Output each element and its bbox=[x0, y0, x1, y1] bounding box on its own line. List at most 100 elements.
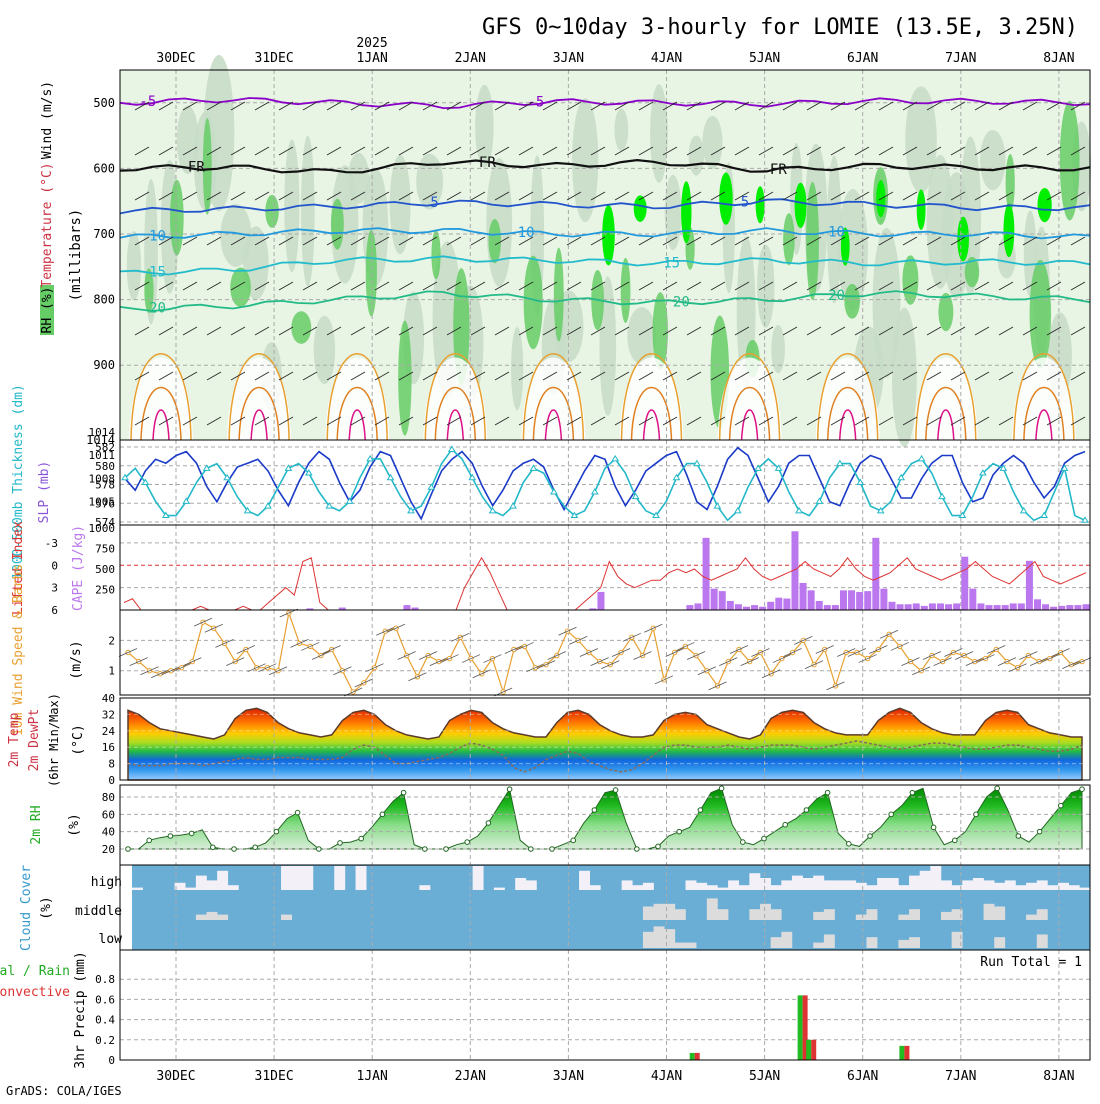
wind-barb bbox=[182, 281, 198, 291]
dry-dome bbox=[227, 357, 292, 440]
cloud-cell-high bbox=[930, 866, 942, 890]
wind-barb bbox=[638, 146, 654, 156]
isotherm-label: 5 bbox=[741, 194, 749, 210]
wind-barb bbox=[518, 416, 534, 426]
wind-barb bbox=[278, 146, 294, 156]
wind-barb bbox=[954, 651, 974, 660]
wind-barb bbox=[446, 146, 462, 156]
thickness-tick: 574 bbox=[95, 516, 115, 529]
wind-barb bbox=[422, 326, 438, 336]
wind-barb bbox=[206, 416, 222, 426]
cape-bar bbox=[1074, 605, 1082, 610]
isotherm-25 bbox=[816, 353, 879, 441]
wind-barb bbox=[806, 416, 822, 426]
wind-barb bbox=[518, 236, 534, 246]
wind-barb bbox=[662, 146, 678, 156]
thickness-tick: 582 bbox=[95, 441, 115, 454]
rh-patch-high bbox=[652, 292, 668, 370]
wind-barb bbox=[922, 651, 942, 660]
wind-barb bbox=[758, 326, 774, 336]
wind-barb bbox=[974, 191, 990, 201]
precip-tick: 0.6 bbox=[95, 993, 115, 1006]
thickness-marker bbox=[202, 464, 211, 471]
wind-barb bbox=[869, 645, 888, 654]
wind-barb bbox=[614, 236, 630, 246]
wind-barb bbox=[926, 326, 942, 336]
wind-barb bbox=[710, 281, 726, 291]
wind-barb bbox=[974, 146, 990, 156]
cloud-cell-middle bbox=[217, 914, 229, 920]
cloud-units-label: (%) bbox=[39, 896, 54, 919]
wind-barb bbox=[997, 657, 1017, 666]
wind-barb bbox=[268, 666, 288, 676]
cape-bar bbox=[718, 591, 726, 610]
cape-bar bbox=[726, 600, 734, 610]
wind-barb bbox=[470, 236, 486, 246]
rh-marker bbox=[1079, 786, 1085, 793]
wind-barb bbox=[638, 371, 654, 381]
cloud-cell-high bbox=[898, 885, 910, 890]
wind-barb bbox=[350, 236, 366, 246]
wind-barb bbox=[782, 281, 798, 291]
wind-barb bbox=[614, 191, 630, 201]
wind-barb bbox=[782, 371, 798, 381]
wind-barb bbox=[806, 236, 822, 246]
wind-barb bbox=[1046, 371, 1062, 381]
cape-bar bbox=[589, 608, 597, 610]
wind-barb bbox=[278, 236, 294, 246]
wind-barb bbox=[686, 146, 702, 156]
wind-barb bbox=[926, 191, 942, 201]
wind-barb bbox=[974, 416, 990, 426]
wind-barb bbox=[710, 416, 726, 426]
credit-label: GrADS: COLA/IGES bbox=[6, 1084, 122, 1098]
isotherm-25 bbox=[718, 353, 781, 441]
wind-barb bbox=[446, 236, 462, 246]
isotherm-label: 5 bbox=[430, 195, 438, 211]
wind-barb bbox=[470, 281, 486, 291]
minmax-axis-label: (6hr Min/Max) bbox=[47, 693, 61, 787]
rh-patch bbox=[837, 189, 868, 311]
wind-barb bbox=[579, 648, 599, 657]
wind-barb bbox=[710, 191, 726, 201]
wind-barb bbox=[302, 236, 318, 246]
wind-barb bbox=[1046, 281, 1062, 291]
wind-barb bbox=[494, 236, 510, 246]
rh-patch-high bbox=[144, 268, 154, 314]
cloud-cell-high bbox=[419, 885, 431, 890]
rh-marker bbox=[909, 789, 916, 796]
cape-bar bbox=[751, 605, 759, 610]
dry-dome bbox=[423, 357, 488, 440]
date-label-bottom: 2JAN bbox=[455, 1069, 486, 1084]
wind-barb bbox=[326, 101, 342, 111]
cape-bar bbox=[928, 603, 936, 610]
thickness-marker bbox=[958, 511, 967, 519]
wind-barb bbox=[1072, 657, 1092, 666]
wind-barb bbox=[912, 666, 931, 676]
rh-marker bbox=[803, 807, 810, 813]
thickness-marker bbox=[121, 473, 129, 481]
wind-barb bbox=[974, 326, 990, 336]
wind-barb bbox=[422, 101, 438, 111]
wind-barb bbox=[182, 416, 198, 426]
cloud-axis-label: Cloud Cover bbox=[19, 865, 34, 951]
wind-barb bbox=[278, 416, 294, 426]
thickness-marker bbox=[611, 454, 620, 462]
cloud-cell-high bbox=[866, 885, 878, 890]
cape-bar bbox=[912, 603, 920, 610]
rh-marker bbox=[146, 837, 152, 844]
wind-barb bbox=[515, 642, 534, 651]
precip-legend-convective: Convective bbox=[0, 985, 70, 1000]
isotherm-label: 10 bbox=[149, 228, 166, 244]
thickness-marker bbox=[917, 454, 926, 462]
wind-barb bbox=[350, 101, 366, 111]
wind-barb bbox=[998, 326, 1014, 336]
isotherm-30 bbox=[238, 386, 280, 441]
isotherm-35 bbox=[152, 409, 170, 441]
cloud-cell-middle bbox=[642, 906, 654, 920]
wind-barb bbox=[614, 101, 630, 111]
wind-barb bbox=[446, 416, 462, 426]
wind-barb bbox=[326, 191, 342, 201]
wind-barb bbox=[326, 281, 342, 291]
wind-barb bbox=[161, 666, 181, 676]
cloud-cell-high bbox=[1036, 880, 1048, 890]
